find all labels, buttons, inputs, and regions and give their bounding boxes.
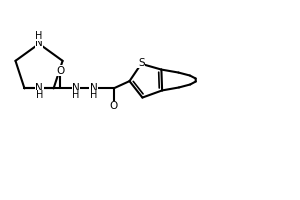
Text: O: O	[56, 66, 64, 76]
Text: H: H	[36, 90, 43, 100]
Text: O: O	[110, 101, 118, 111]
Text: N: N	[35, 38, 43, 48]
Text: N: N	[90, 83, 98, 93]
Text: N: N	[72, 83, 80, 93]
Text: H: H	[35, 31, 43, 41]
Text: S: S	[138, 58, 145, 68]
Text: N: N	[35, 83, 43, 93]
Text: H: H	[72, 90, 80, 100]
Text: H: H	[90, 90, 98, 100]
